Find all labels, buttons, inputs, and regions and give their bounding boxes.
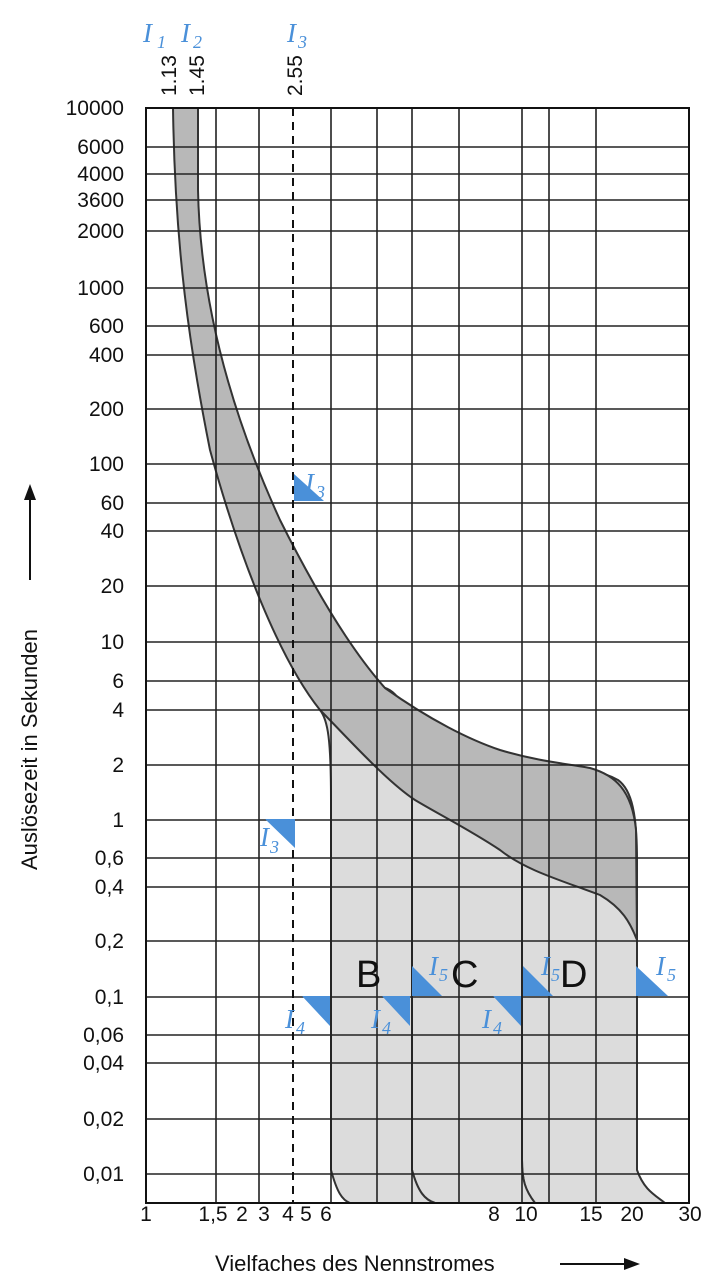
threshold-label-d-i4-sub: 4	[493, 1018, 502, 1038]
top-marker-i1-sub: 1	[157, 32, 166, 52]
x-tick-label: 3	[258, 1203, 270, 1226]
y-tick-label: 0,01	[83, 1163, 124, 1186]
x-tick-label: 5	[300, 1203, 312, 1226]
threshold-label-d-i4: I 4	[481, 1004, 502, 1038]
threshold-label-i3-upper-symbol: I	[304, 468, 316, 498]
threshold-label-c-i5: I 5	[428, 951, 448, 985]
y-tick-label: 0,02	[83, 1108, 124, 1131]
y-tick-label: 1000	[77, 277, 124, 300]
threshold-label-right-i5-symbol: I	[655, 951, 667, 981]
y-tick-label: 400	[89, 344, 124, 367]
threshold-label-c-i4-sub: 4	[382, 1018, 391, 1038]
y-tick-label: 6000	[77, 136, 124, 159]
threshold-label-i3-upper-sub: 3	[315, 482, 325, 502]
x-tick-label: 15	[579, 1203, 602, 1226]
triangle-i5-right	[636, 966, 668, 996]
top-marker-i2-symbol: I	[180, 18, 192, 48]
x-tick-label: 20	[620, 1203, 643, 1226]
threshold-markers	[265, 474, 668, 1026]
x-tick-label: 1,5	[198, 1203, 227, 1226]
top-marker-i2-value: 1.45	[186, 55, 209, 96]
triangle-c-i5	[412, 966, 442, 996]
threshold-label-b-i4-sub: 4	[296, 1018, 305, 1038]
y-tick-label: 0,4	[95, 876, 125, 899]
x-tick-label: 6	[320, 1203, 332, 1226]
y-tick-label: 0,06	[83, 1024, 124, 1047]
y-axis-title: Auslösezeit in Sekunden	[17, 629, 42, 870]
threshold-label-d-i5-sub: 5	[551, 965, 560, 985]
x-tick-label: 1	[140, 1203, 152, 1226]
top-marker-i3-value: 2.55	[284, 55, 307, 96]
plot-frame	[145, 107, 690, 1204]
top-marker-i3-sub: 3	[297, 32, 307, 52]
threshold-label-d-i5-symbol: I	[540, 951, 552, 981]
top-marker-i2: I 2 1.45	[180, 18, 209, 96]
x-tick-label: 2	[236, 1203, 248, 1226]
category-b-label: B	[356, 954, 381, 996]
top-marker-i2-sub: 2	[193, 32, 202, 52]
category-d-label: D	[560, 954, 587, 996]
triangle-d-i5	[523, 966, 553, 996]
y-tick-label: 600	[89, 315, 124, 338]
y-tick-label: 0,04	[83, 1052, 124, 1075]
top-marker-i3-symbol: I	[286, 18, 298, 48]
threshold-label-i3-lower-sub: 3	[269, 837, 279, 857]
triangle-c-i4	[382, 996, 410, 1026]
threshold-label-right-i5: I 5	[655, 951, 676, 985]
threshold-label-d-i4-symbol: I	[481, 1004, 493, 1034]
threshold-label-d-i5: I 5	[540, 951, 560, 985]
y-tick-label: 0,2	[95, 930, 124, 953]
threshold-label-i3-lower-symbol: I	[259, 822, 271, 852]
threshold-label-c-i4: I 4	[370, 1004, 391, 1038]
x-axis-title: Vielfaches des Nennstromes	[215, 1251, 495, 1276]
threshold-label-b-i4-symbol: I	[284, 1004, 296, 1034]
threshold-label-c-i5-symbol: I	[428, 951, 440, 981]
x-tick-label: 30	[678, 1203, 701, 1226]
threshold-label-i3-upper: I 3	[304, 468, 325, 502]
triangle-i3-upper	[294, 474, 324, 501]
axis-ticks: 10000 6000 4000 3600 2000 1000 600 400 200 100 60 4…	[66, 97, 702, 1226]
x-tick-label: 8	[488, 1203, 500, 1226]
y-tick-label: 40	[101, 520, 124, 543]
threshold-label-c-i4-symbol: I	[370, 1004, 382, 1034]
threshold-label-i3-lower: I 3	[259, 822, 279, 857]
y-tick-label: 1	[112, 809, 124, 832]
threshold-label-right-i5-sub: 5	[667, 965, 676, 985]
y-tick-label: 0,6	[95, 847, 124, 870]
y-tick-label: 10	[101, 631, 124, 654]
y-tick-label: 3600	[77, 189, 124, 212]
y-tick-label: 4	[112, 699, 124, 722]
threshold-label-c-i5-sub: 5	[439, 965, 448, 985]
y-tick-label: 200	[89, 398, 124, 421]
y-tick-label: 2	[112, 754, 124, 777]
x-axis-arrow	[560, 1258, 640, 1270]
y-tick-label: 4000	[77, 163, 124, 186]
top-marker-i1-symbol: I	[142, 18, 154, 48]
y-tick-label: 20	[101, 575, 124, 598]
top-marker-i3: I 3 2.55	[284, 18, 307, 96]
y-tick-label: 2000	[77, 220, 124, 243]
y-tick-label: 100	[89, 453, 124, 476]
x-tick-label: 4	[282, 1203, 294, 1226]
y-tick-label: 0,1	[95, 986, 124, 1009]
y-tick-label: 60	[101, 492, 124, 515]
y-tick-label: 10000	[66, 97, 124, 120]
y-tick-label: 6	[112, 670, 124, 693]
threshold-label-b-i4: I 4	[284, 1004, 305, 1038]
triangle-b-i4	[302, 996, 330, 1026]
triangle-d-i4	[493, 996, 521, 1026]
plot-grid	[146, 107, 689, 1203]
triangle-i3-lower	[265, 819, 295, 848]
category-c-label: C	[451, 954, 478, 996]
x-tick-label: 10	[514, 1203, 537, 1226]
top-marker-i1: I 1 1.13	[142, 18, 181, 96]
y-axis-arrow	[24, 484, 36, 580]
thermal-band	[171, 107, 638, 941]
top-marker-i1-value: 1.13	[158, 55, 181, 96]
